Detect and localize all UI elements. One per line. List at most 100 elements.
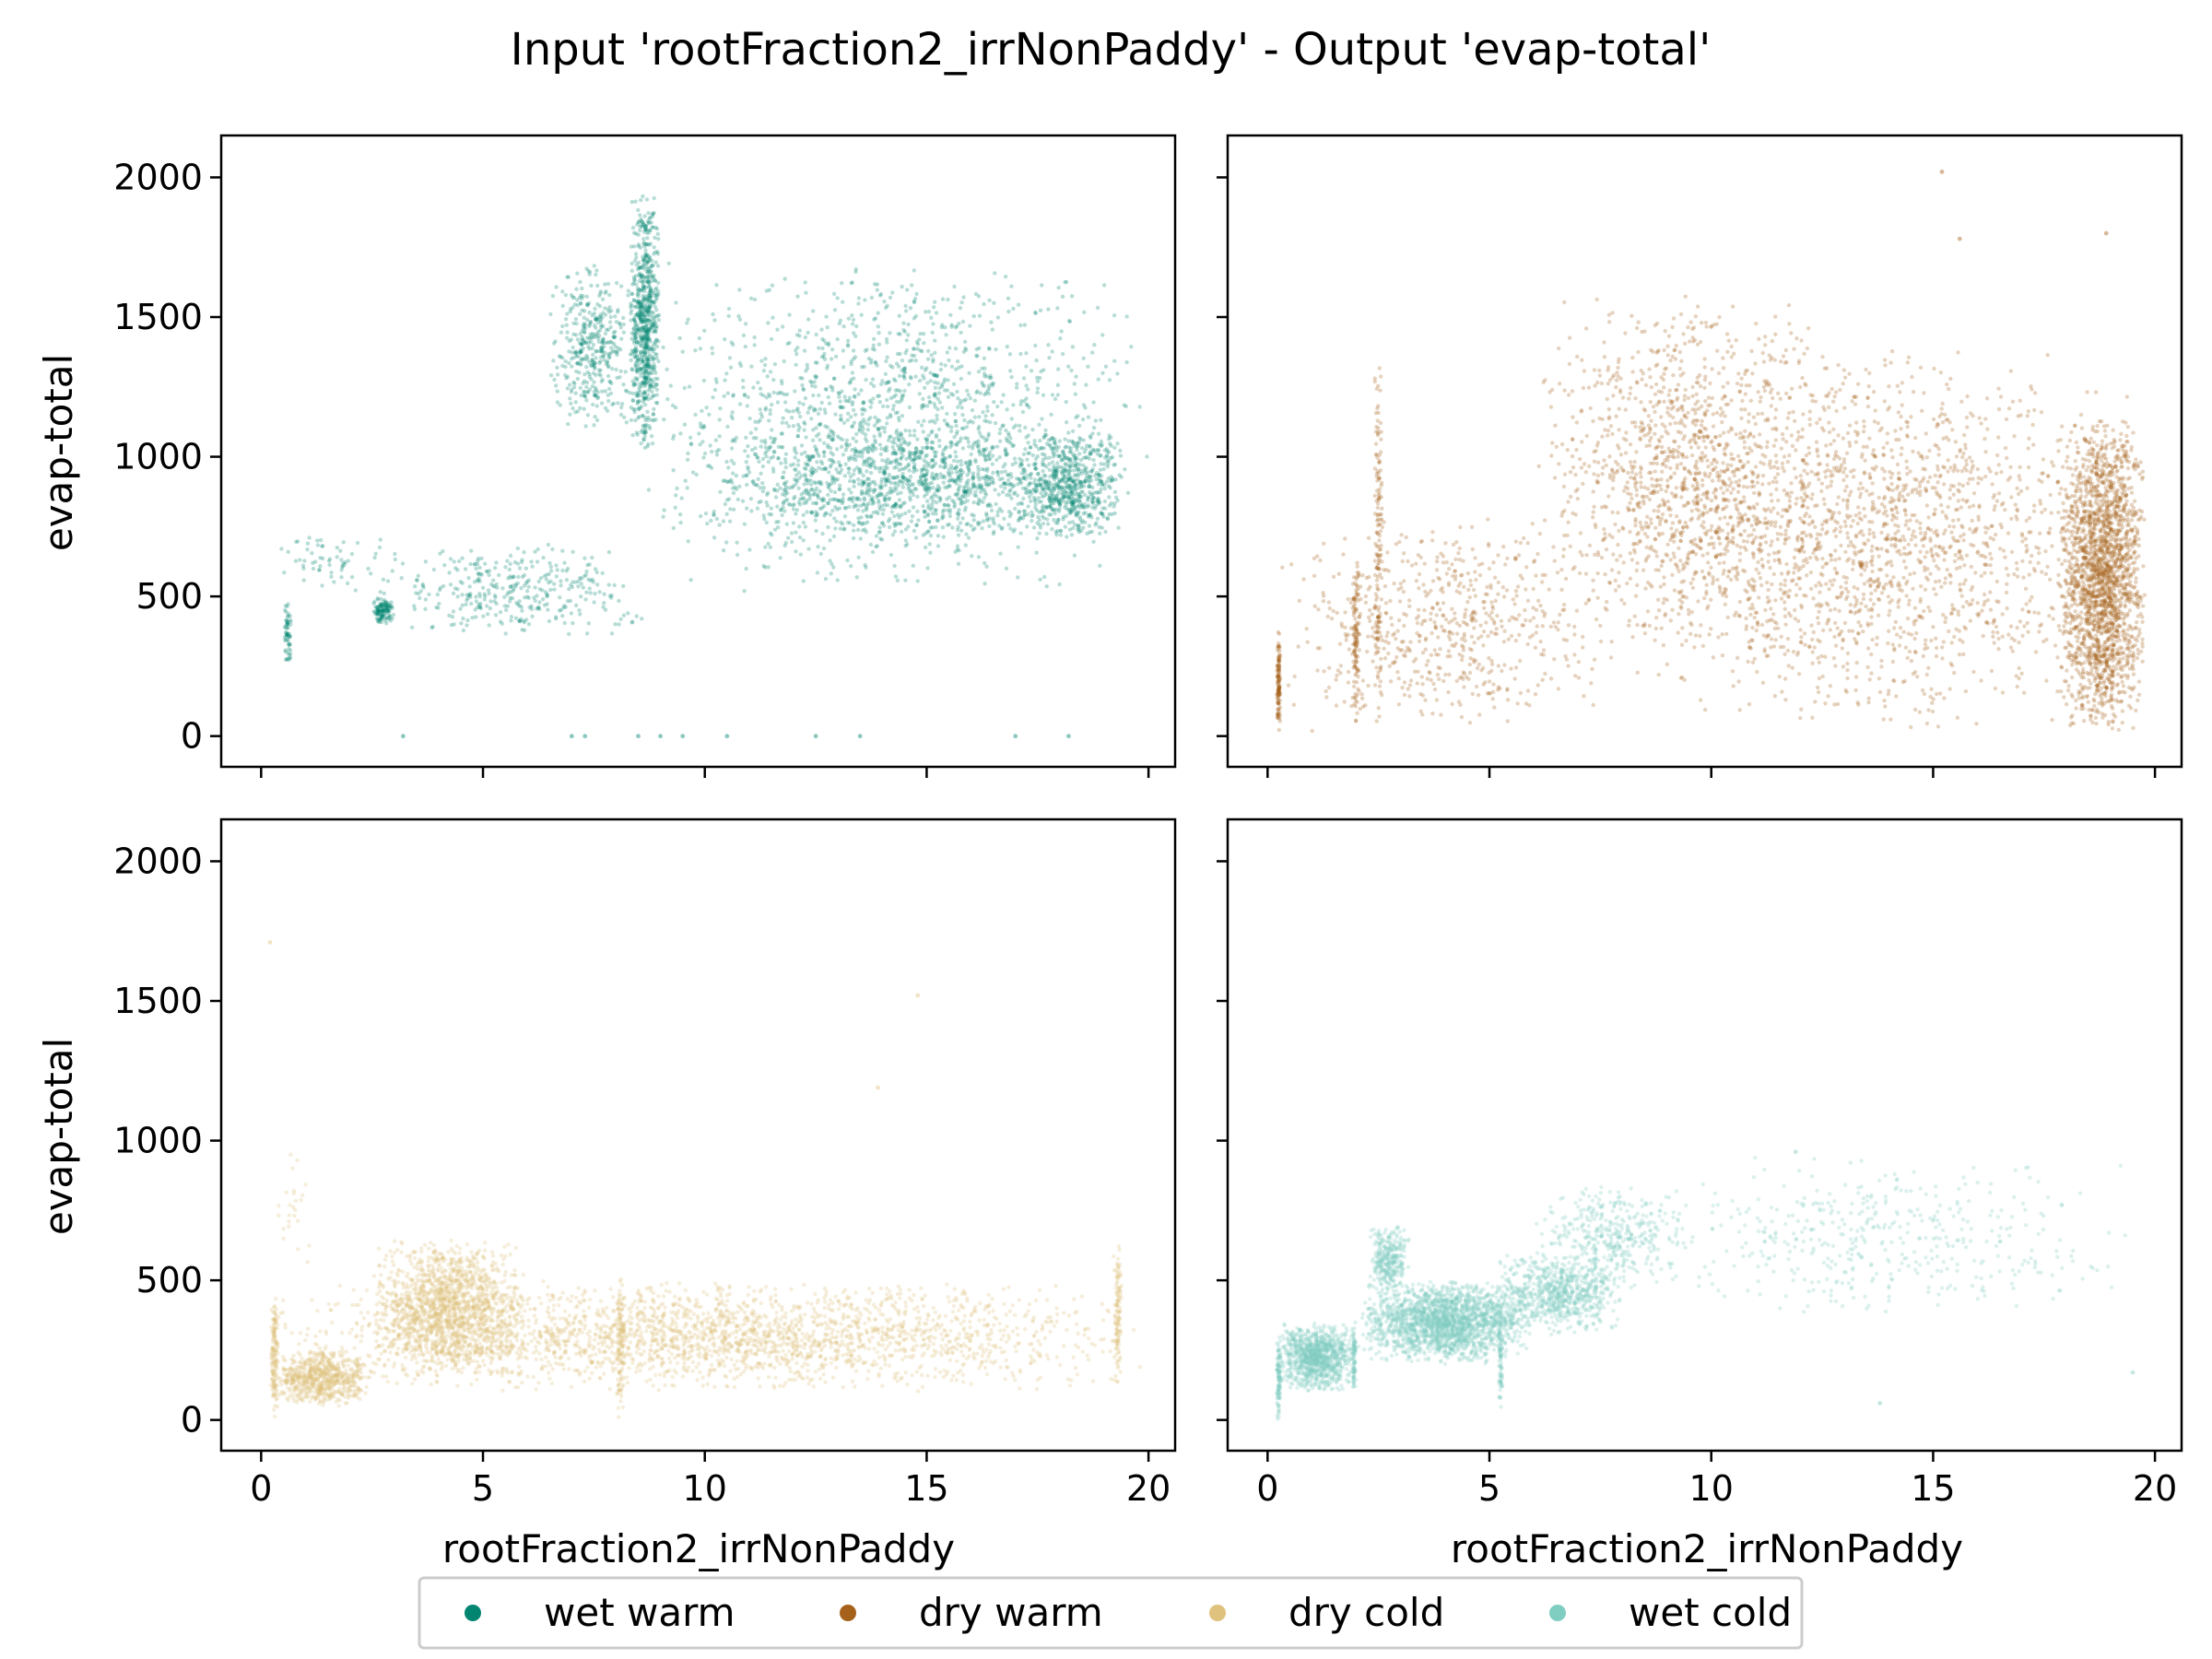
data-point (759, 439, 764, 443)
data-point (641, 224, 645, 229)
data-point (628, 352, 633, 357)
data-point (633, 349, 639, 354)
data-point (335, 555, 339, 559)
data-point (1434, 698, 1440, 702)
data-point (639, 274, 644, 278)
data-point (1301, 577, 1306, 582)
data-point (1011, 425, 1017, 430)
data-point (924, 472, 929, 477)
data-point (959, 467, 964, 473)
data-point (861, 509, 865, 513)
data-point (848, 380, 853, 384)
data-point (650, 418, 654, 422)
data-point (1487, 566, 1492, 571)
data-point (983, 446, 989, 452)
data-point (845, 338, 851, 343)
data-point (621, 382, 626, 387)
data-point (787, 409, 792, 414)
data-point (1032, 441, 1037, 447)
data-point (1038, 308, 1043, 312)
data-point (1489, 662, 1495, 666)
data-point (1050, 508, 1055, 512)
data-point (948, 444, 953, 450)
data-point (607, 351, 612, 356)
data-point (781, 445, 785, 450)
data-point (932, 372, 936, 378)
data-point (1024, 364, 1029, 369)
data-point (642, 258, 647, 264)
data-point (569, 390, 574, 394)
data-point (822, 450, 827, 454)
data-point (631, 275, 637, 279)
data-point (760, 456, 766, 462)
data-point (637, 272, 642, 277)
data-point (951, 393, 956, 397)
data-point (949, 425, 954, 429)
data-point (641, 381, 646, 385)
data-point (1566, 664, 1571, 668)
data-point (639, 320, 643, 324)
data-point (678, 520, 683, 525)
data-point (648, 294, 653, 299)
data-point (574, 369, 579, 374)
data-point (581, 357, 586, 361)
data-point (613, 314, 618, 319)
data-point (1100, 371, 1105, 375)
data-point (923, 436, 928, 441)
data-point (798, 552, 803, 557)
data-point (1057, 453, 1062, 458)
data-point (473, 607, 477, 612)
data-point (641, 314, 646, 319)
data-point (1389, 616, 1394, 620)
data-point (1107, 512, 1112, 517)
data-point (1059, 496, 1064, 500)
data-point (888, 412, 893, 418)
data-point (940, 382, 945, 387)
data-point (643, 403, 648, 407)
data-point (587, 387, 593, 392)
data-point (897, 373, 902, 379)
data-point (941, 453, 946, 458)
data-point (993, 271, 997, 276)
data-point (1053, 445, 1059, 450)
data-point (970, 407, 975, 413)
data-point (992, 529, 996, 535)
data-point (783, 460, 788, 465)
data-point (524, 589, 530, 594)
data-point (993, 488, 997, 492)
data-point (849, 564, 853, 569)
data-point (477, 576, 481, 581)
data-point (932, 393, 936, 397)
data-point (978, 391, 983, 395)
data-point (648, 382, 653, 387)
data-point (973, 460, 978, 465)
data-point (1007, 493, 1012, 498)
data-point (999, 509, 1005, 513)
data-point (1100, 506, 1105, 511)
data-point (907, 441, 912, 445)
data-point (633, 252, 639, 256)
data-point (517, 566, 523, 571)
data-point (414, 578, 419, 582)
data-point (537, 600, 542, 605)
data-point (635, 313, 640, 318)
data-point (745, 404, 749, 408)
data-point (573, 391, 578, 395)
data-point (1053, 396, 1058, 402)
data-point (1467, 662, 1473, 667)
data-point (641, 413, 645, 418)
data-point (335, 546, 339, 550)
data-point (830, 438, 835, 442)
data-point (958, 306, 963, 311)
data-point (808, 478, 813, 483)
data-point (954, 454, 959, 459)
data-point (582, 372, 587, 377)
data-point (887, 473, 891, 477)
data-point (885, 355, 889, 359)
data-point (583, 340, 588, 346)
data-point (872, 434, 877, 439)
data-point (589, 283, 594, 288)
data-point (975, 500, 981, 505)
data-point (593, 394, 597, 398)
data-point (943, 503, 947, 508)
